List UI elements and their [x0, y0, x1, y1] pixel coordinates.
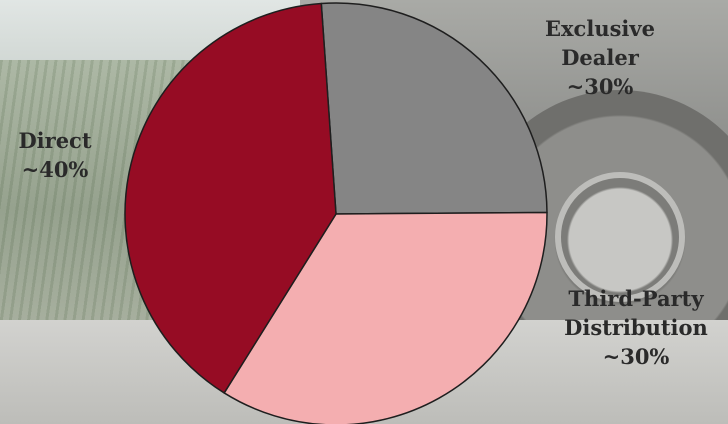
label-third-percent: ~30% — [602, 344, 670, 369]
label-exclusive-line2: Dealer — [561, 45, 639, 70]
label-direct-percent: ~40% — [21, 157, 89, 182]
label-exclusive-line1: Exclusive — [545, 16, 655, 41]
slice-label-direct: Direct ~40% — [0, 126, 110, 184]
label-third-line1: Third-Party — [568, 286, 704, 311]
label-third-line2: Distribution — [564, 315, 708, 340]
pie-slice-direct — [124, 2, 337, 394]
label-direct-line1: Direct — [18, 128, 92, 153]
slice-label-exclusive-dealer: Exclusive Dealer ~30% — [520, 14, 680, 101]
pie-slice-third-party-distribution — [223, 211, 548, 424]
pie-slice-exclusive-dealer — [320, 2, 548, 215]
slice-label-third-party: Third-Party Distribution ~30% — [548, 284, 724, 371]
background-wheel-hub — [555, 172, 685, 302]
label-exclusive-percent: ~30% — [566, 74, 634, 99]
